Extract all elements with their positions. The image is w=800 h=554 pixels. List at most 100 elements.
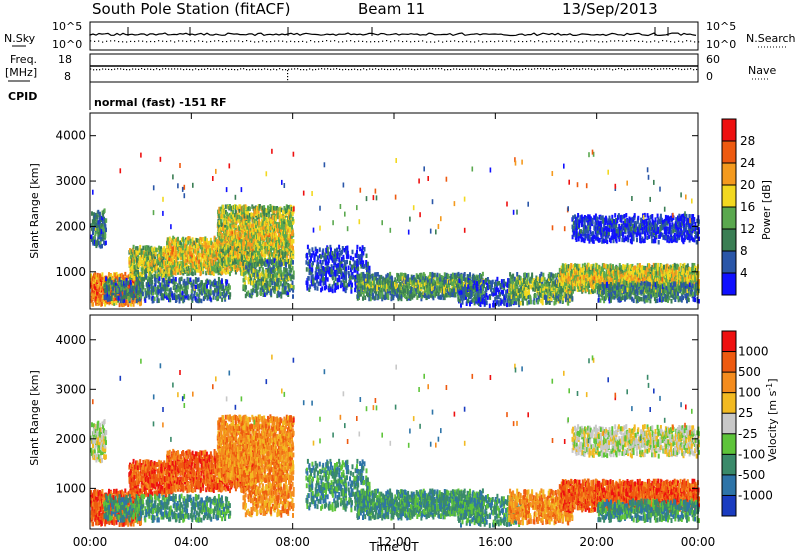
search-noise-dot <box>458 41 459 42</box>
search-noise-dot <box>566 40 567 41</box>
power-cell <box>319 247 321 252</box>
power-cell <box>280 294 282 299</box>
search-noise-dot <box>386 40 387 41</box>
nave-dot <box>153 69 154 70</box>
search-noise-dot <box>122 41 123 42</box>
power-cell <box>192 272 194 277</box>
nave-dot <box>219 68 220 69</box>
nave-dot <box>300 69 301 70</box>
power-cell <box>366 254 368 259</box>
nave-dot <box>405 68 406 69</box>
search-noise-dot <box>218 40 219 41</box>
power-cell <box>367 262 369 267</box>
power-cell <box>174 239 176 244</box>
search-noise-dot <box>574 40 575 41</box>
search-noise-dot <box>654 40 655 41</box>
power-cell <box>177 283 179 288</box>
power-cell <box>367 293 369 298</box>
nave-dot <box>447 69 448 70</box>
nave-dot <box>105 69 106 70</box>
power-cell <box>196 238 198 243</box>
search-noise-dot <box>486 41 487 42</box>
nave-dot <box>612 69 613 70</box>
search-noise-dot <box>246 40 247 41</box>
power-cell <box>335 286 337 291</box>
nave-dot <box>342 69 343 70</box>
power-cell <box>349 276 351 281</box>
power-cell <box>223 289 225 294</box>
search-noise-dot <box>622 41 623 42</box>
power-cell <box>189 277 191 282</box>
nave-dot <box>138 69 139 70</box>
search-noise-dot <box>434 42 435 43</box>
nave-dot <box>213 68 214 69</box>
nave-dot <box>306 69 307 70</box>
nave-dot <box>495 69 496 70</box>
nave-dot <box>555 69 556 70</box>
search-noise-dot <box>606 41 607 42</box>
power-cell <box>91 235 93 240</box>
search-noise-dot <box>330 41 331 42</box>
nave-dot <box>360 69 361 70</box>
power-cell <box>263 270 265 275</box>
nave-dot <box>492 69 493 70</box>
power-cell <box>345 266 347 271</box>
nave-dot <box>552 69 553 70</box>
power-cell <box>103 240 105 245</box>
nave-dot <box>357 69 358 70</box>
power-cell <box>346 246 348 251</box>
power-cell <box>192 237 194 242</box>
power-cell <box>259 267 261 272</box>
power-cell <box>105 218 107 223</box>
search-noise-dot <box>638 41 639 42</box>
power-cell <box>347 254 349 259</box>
nave-dot <box>510 68 511 69</box>
search-noise-dot <box>194 41 195 42</box>
nave-dot <box>585 69 586 70</box>
nave-dot <box>582 68 583 69</box>
search-noise-dot <box>366 41 367 42</box>
search-noise-dot <box>278 40 279 41</box>
nave-dot <box>144 69 145 70</box>
nave-dot <box>414 69 415 70</box>
power-cell <box>247 290 249 295</box>
power-cell <box>169 237 171 242</box>
power-cell <box>169 298 171 303</box>
search-noise-dot <box>266 41 267 42</box>
nave-dot <box>390 69 391 70</box>
nave-dot <box>287 76 288 77</box>
search-tick-top: 10^5 <box>706 20 736 33</box>
search-noise-dot <box>686 40 687 41</box>
power-cell <box>280 214 282 219</box>
search-noise-dot <box>662 40 663 41</box>
power-cell <box>334 277 336 282</box>
nave-dot <box>426 69 427 70</box>
nave-dot <box>654 68 655 69</box>
power-cell <box>351 265 353 270</box>
power-cell <box>196 292 198 297</box>
power-cell <box>142 246 144 251</box>
power-cell <box>292 281 294 286</box>
power-cell <box>139 261 141 266</box>
nave-dot <box>183 69 184 70</box>
power-cell <box>158 246 160 251</box>
nave-dot <box>168 68 169 69</box>
search-noise-dot <box>350 40 351 41</box>
nave-dot <box>567 69 568 70</box>
power-cell <box>207 267 209 272</box>
nave-dot <box>171 68 172 69</box>
search-noise-dot <box>162 41 163 42</box>
power-cell <box>137 246 139 251</box>
nave-dot <box>504 69 505 70</box>
power-cell <box>158 299 160 304</box>
power-cell <box>359 247 361 252</box>
nave-dot <box>609 68 610 69</box>
power-cell <box>309 284 311 289</box>
power-cell <box>361 272 363 277</box>
nave-dot <box>288 69 289 70</box>
sky-tick-top: 10^5 <box>52 20 82 33</box>
nave-dot <box>312 69 313 70</box>
power-cell <box>150 278 152 283</box>
nave-dot <box>150 69 151 70</box>
